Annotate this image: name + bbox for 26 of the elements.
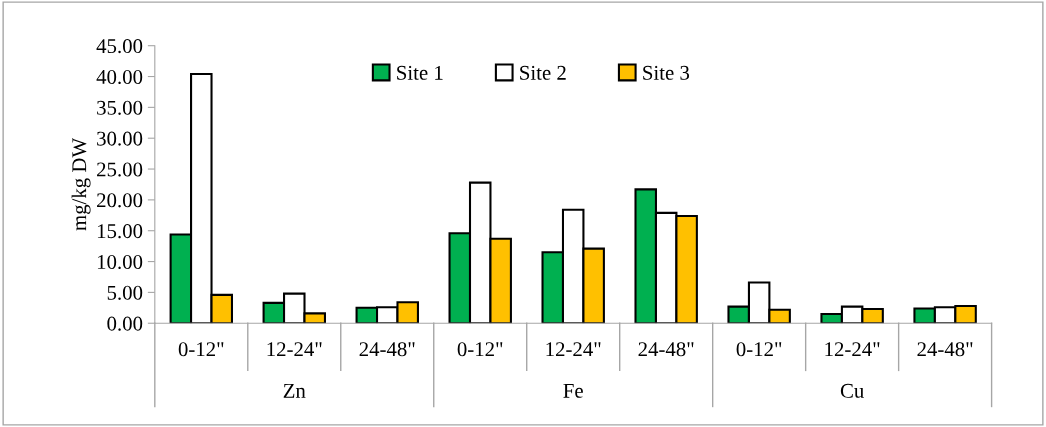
x-tick-label: 24-48" bbox=[638, 342, 694, 357]
text: Cu bbox=[840, 383, 864, 398]
text: Zn bbox=[283, 383, 306, 398]
legend-label: Site 2 bbox=[520, 65, 566, 80]
y-tick-label: 45.00 bbox=[96, 39, 143, 54]
y-tick-label: 10.00 bbox=[97, 254, 143, 270]
legend-label: Site 3 bbox=[643, 65, 690, 80]
x-tick-label: 12-24" bbox=[825, 342, 880, 356]
text: Fe bbox=[563, 383, 583, 398]
y-tick-label: 40.00 bbox=[96, 69, 143, 85]
x-tick-label: 24-48" bbox=[359, 342, 415, 357]
y-tick-label: 30.00 bbox=[97, 131, 143, 146]
y-tick-label: 35.00 bbox=[97, 100, 143, 115]
x-tick-label: 24-48" bbox=[917, 342, 973, 357]
x-tick-label: 0-12" bbox=[457, 342, 503, 357]
y-tick-label: 0.00 bbox=[107, 316, 143, 331]
y-axis-title: mg/kg DW bbox=[71, 137, 91, 231]
x-tick-label: 12-24" bbox=[546, 342, 601, 356]
y-tick-label: 15.00 bbox=[97, 224, 143, 239]
x-tick-label: 12-24" bbox=[267, 342, 322, 356]
y-tick-label: 20.00 bbox=[97, 193, 143, 208]
legend-label: Site 1 bbox=[397, 65, 443, 80]
x-tick-label: 0-12" bbox=[178, 342, 224, 357]
x-tick-label: 0-12" bbox=[736, 342, 782, 357]
y-tick-label: 25.00 bbox=[97, 162, 143, 177]
y-tick-label: 5.00 bbox=[107, 285, 143, 300]
